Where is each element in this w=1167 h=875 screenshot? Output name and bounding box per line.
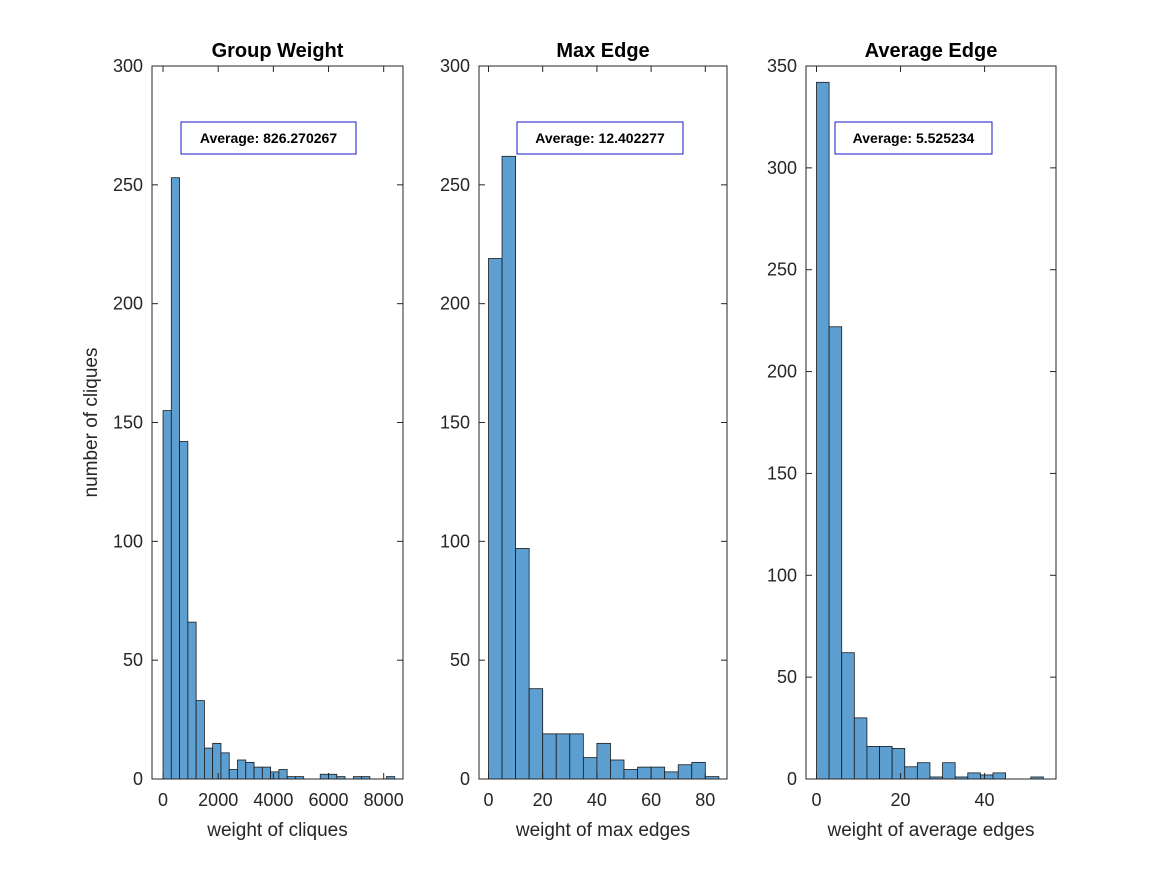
histogram-panel-1: 0 50 100 150 200 250 300 0 2000 4000 6000 8000 Group… — [81, 40, 404, 841]
y-tick-label: 100 — [767, 565, 797, 585]
histogram-bar — [691, 761, 706, 780]
histogram-bar — [992, 772, 1006, 780]
histogram-bar — [816, 81, 830, 780]
y-tick-label: 150 — [113, 413, 143, 433]
x-tick-label: 20 — [533, 790, 553, 810]
histogram-bar — [220, 752, 230, 780]
histogram-bar — [542, 733, 557, 780]
chart-title: Max Edge — [556, 40, 649, 62]
histogram-bar — [187, 621, 197, 780]
chart-title: Group Weight — [212, 40, 344, 62]
y-tick-label: 300 — [440, 56, 470, 76]
histogram-bar — [237, 759, 247, 780]
histogram-bar — [179, 441, 189, 780]
y-tick-label: 200 — [113, 294, 143, 314]
y-tick-label: 250 — [440, 175, 470, 195]
average-annotation-box — [516, 121, 684, 155]
histogram-panel-3: 0 50 100 150 200 250 300 350 0 20 40 Average Edge we… — [767, 40, 1057, 841]
histogram-bar — [650, 766, 666, 780]
histogram-bar — [879, 746, 893, 780]
average-annotation-text: Average: 12.402277 — [535, 130, 665, 146]
histogram-bar — [488, 258, 503, 780]
x-tick-label: 4000 — [253, 790, 293, 810]
histogram-bar — [942, 762, 956, 780]
x-axis-label: weight of max edges — [515, 820, 690, 841]
axes-box — [805, 65, 1057, 780]
histogram-bar — [916, 762, 931, 780]
histogram-bar — [979, 774, 994, 780]
y-tick-label: 250 — [767, 260, 797, 280]
histogram-bar — [891, 748, 906, 780]
histogram-bar — [967, 772, 981, 780]
y-tick-label: 100 — [440, 531, 470, 551]
histogram-bar — [582, 757, 598, 780]
histogram-bar — [278, 769, 288, 780]
x-tick-label: 0 — [483, 790, 493, 810]
histogram-bar — [261, 766, 272, 780]
y-tick-label: 50 — [450, 650, 470, 670]
y-tick-label: 0 — [460, 769, 470, 789]
histogram-bar — [596, 742, 611, 780]
x-tick-label: 20 — [891, 790, 911, 810]
y-tick-label: 200 — [767, 362, 797, 382]
x-tick-label: 8000 — [364, 790, 404, 810]
x-tick-label: 0 — [811, 790, 821, 810]
x-tick-label: 60 — [641, 790, 661, 810]
histogram-bar — [253, 766, 263, 780]
histogram-bar — [228, 769, 238, 780]
y-tick-label: 350 — [767, 56, 797, 76]
histogram-bar — [853, 717, 868, 780]
average-annotation-text: Average: 826.270267 — [200, 130, 337, 146]
y-tick-label: 300 — [113, 56, 143, 76]
histogram-bar — [328, 773, 338, 780]
y-tick-label: 50 — [123, 650, 143, 670]
y-tick-label: 50 — [777, 667, 797, 687]
histogram-bar — [664, 771, 679, 780]
x-axis-label: weight of cliques — [206, 820, 347, 841]
histogram-bar — [569, 733, 584, 780]
y-tick-label: 300 — [767, 158, 797, 178]
histogram-bar — [555, 733, 571, 780]
histogram-bar — [212, 742, 222, 780]
y-tick-label: 250 — [113, 175, 143, 195]
histogram-bar — [528, 688, 544, 780]
histogram-bar — [245, 761, 255, 780]
y-tick-label: 0 — [133, 769, 143, 789]
histogram-bar — [828, 326, 843, 780]
histogram-bar — [204, 747, 214, 780]
x-tick-label: 80 — [695, 790, 715, 810]
x-tick-label: 40 — [587, 790, 607, 810]
histogram-bar — [610, 759, 625, 780]
x-tick-label: 6000 — [309, 790, 349, 810]
histogram-bar — [270, 771, 280, 780]
histogram-bar — [319, 773, 329, 780]
x-tick-label: 40 — [975, 790, 995, 810]
y-axis-label: number of cliques — [81, 348, 102, 498]
y-tick-label: 100 — [113, 531, 143, 551]
histogram-bar — [170, 177, 180, 780]
histogram-bar — [515, 548, 530, 780]
histogram-bar — [162, 410, 172, 780]
x-tick-label: 0 — [158, 790, 168, 810]
y-tick-label: 0 — [787, 769, 797, 789]
histogram-bar — [195, 700, 205, 780]
histogram-panel-2: 0 50 100 150 200 250 300 0 20 40 60 80 Max Edge weigh… — [440, 40, 728, 841]
histogram-bar — [501, 155, 516, 780]
histogram-bar — [677, 764, 693, 780]
histogram-bar — [841, 652, 855, 780]
chart-title: Average Edge — [865, 40, 998, 62]
y-tick-label: 150 — [767, 463, 797, 483]
x-tick-label: 2000 — [198, 790, 238, 810]
y-tick-label: 150 — [440, 413, 470, 433]
histogram-bar — [623, 769, 638, 780]
histogram-bar — [904, 766, 918, 780]
average-annotation-text: Average: 5.525234 — [853, 130, 975, 146]
histogram-bar — [637, 766, 652, 780]
average-annotation-box — [180, 121, 357, 155]
average-annotation-box — [834, 121, 993, 155]
histogram-bar — [866, 746, 880, 780]
x-axis-label: weight of average edges — [826, 820, 1034, 841]
y-tick-label: 200 — [440, 294, 470, 314]
